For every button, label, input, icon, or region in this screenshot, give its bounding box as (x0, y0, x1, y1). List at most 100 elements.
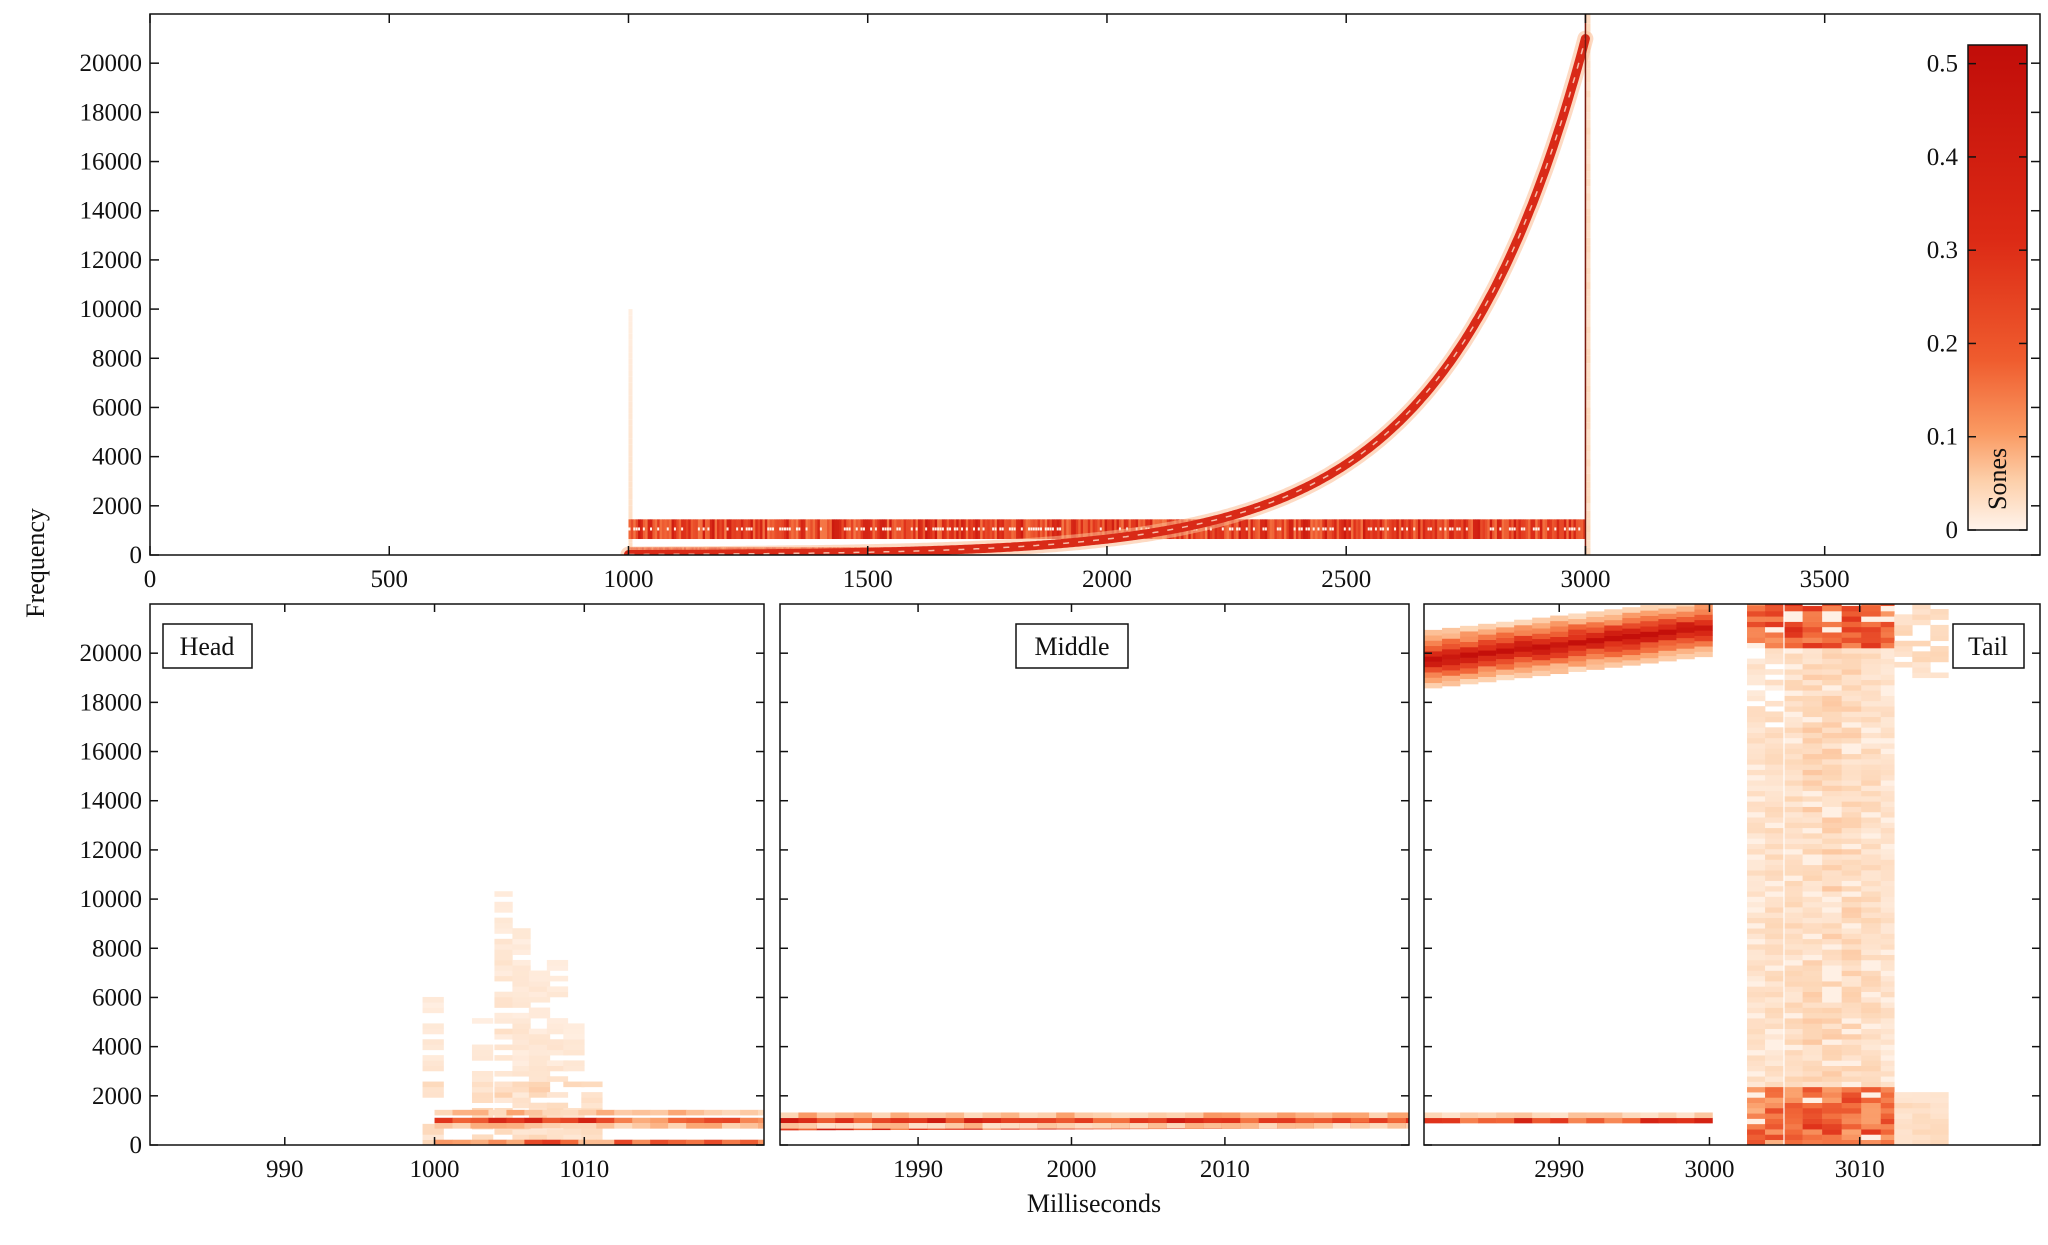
heatmap-cell (1586, 632, 1605, 639)
heatmap-cell (812, 519, 816, 540)
heatmap-cell (1894, 1134, 1913, 1141)
heatmap-cell (578, 1139, 597, 1145)
heatmap-cell (1460, 625, 1479, 632)
heatmap-cell (1822, 679, 1842, 686)
heatmap-cell (1880, 843, 1895, 850)
heatmap-cell (1802, 706, 1823, 712)
heatmap-cell (1221, 1117, 1241, 1124)
heatmap-cell (1841, 880, 1862, 887)
heatmap-cell (1841, 817, 1862, 823)
heatmap-cell (1822, 1097, 1842, 1104)
heatmap-cell (946, 527, 949, 531)
y-tick-label: 14000 (80, 788, 143, 815)
heatmap-cell (1585, 414, 1591, 423)
heatmap-cell (1463, 519, 1467, 540)
heatmap-cell (1350, 519, 1354, 540)
heatmap-cell (1765, 642, 1784, 649)
heatmap-cell (512, 1070, 531, 1077)
heatmap-cell (1532, 622, 1551, 629)
heatmap-cell (1747, 1039, 1766, 1045)
heatmap-cell (1258, 1123, 1278, 1129)
heatmap-cell (1861, 954, 1882, 961)
heatmap-cell (1802, 912, 1823, 918)
heatmap-cell (1802, 626, 1823, 633)
heatmap-cell (1532, 644, 1551, 650)
heatmap-cell (1841, 1065, 1862, 1072)
heatmap-cell (1747, 817, 1766, 823)
heatmap-cell (1880, 901, 1895, 908)
heatmap-cell (1257, 519, 1261, 540)
heatmap-cell (1841, 785, 1862, 792)
heatmap-cell (1221, 527, 1224, 531)
heatmap-cell (1037, 1123, 1057, 1129)
heatmap-cell (1822, 605, 1842, 612)
heatmap-cell (1784, 753, 1803, 760)
heatmap-cell (546, 1129, 569, 1135)
heatmap-cell (528, 1092, 551, 1098)
heatmap-cell (1880, 1055, 1895, 1061)
heatmap-cell (1880, 981, 1895, 987)
heatmap-cell (628, 511, 633, 519)
heatmap-cell (512, 938, 531, 945)
heatmap-cell (1822, 759, 1842, 765)
heatmap-cell (989, 519, 993, 540)
heatmap-cell (695, 519, 699, 540)
heatmap-cell (1765, 727, 1784, 733)
heatmap-cell (941, 527, 944, 531)
heatmap-cell (1912, 672, 1931, 679)
heatmap-cell (1334, 519, 1338, 540)
heatmap-cell (1547, 527, 1550, 531)
heatmap-cell (1802, 1018, 1823, 1024)
heatmap-cell (1765, 1113, 1784, 1119)
heatmap-cell (1802, 891, 1823, 897)
heatmap-cell (1470, 519, 1474, 540)
heatmap-cell (1332, 1112, 1352, 1119)
heatmap-cell (704, 1139, 723, 1145)
heatmap-cell (1765, 848, 1784, 855)
heatmap-cell (740, 1109, 759, 1116)
heatmap-cell (1585, 282, 1591, 290)
heatmap-cell (1382, 527, 1385, 531)
heatmap-cell (1841, 854, 1862, 860)
heatmap-cell (1822, 1139, 1842, 1145)
heatmap-cell (934, 527, 937, 531)
heatmap-cell (1802, 722, 1823, 728)
heatmap-cell (1092, 1112, 1112, 1119)
heatmap-cell (1802, 1123, 1823, 1130)
heatmap-cell (452, 1139, 471, 1145)
heatmap-cell (1676, 632, 1695, 639)
heatmap-cell (1841, 616, 1862, 622)
heatmap-cell (722, 1123, 741, 1129)
heatmap-cell (1880, 1049, 1895, 1056)
heatmap-cell (1747, 896, 1766, 903)
heatmap-cell (1841, 796, 1862, 802)
heatmap-cell (1861, 965, 1882, 971)
heatmap-cell (1166, 1117, 1186, 1124)
heatmap-cell (1841, 806, 1862, 813)
heatmap-cell (1880, 1012, 1895, 1019)
heatmap-cell (1676, 637, 1695, 644)
heatmap-cell (1568, 629, 1587, 635)
heatmap-cell (1822, 1002, 1842, 1008)
heatmap-cell (872, 1117, 891, 1124)
heatmap-cell (1784, 759, 1803, 765)
heatmap-cell (1930, 1113, 1949, 1119)
heatmap-cell (1802, 1055, 1823, 1061)
heatmap-cell (1424, 666, 1443, 673)
heatmap-cell (1568, 613, 1587, 620)
heatmap-cell (1231, 527, 1234, 531)
heatmap-cell (1658, 604, 1677, 609)
heatmap-cell (1622, 612, 1641, 619)
heatmap-cell (1658, 645, 1677, 651)
heatmap-cell (1802, 917, 1823, 924)
heatmap-cell (1267, 519, 1271, 540)
heatmap-cell (686, 1123, 705, 1129)
sweep-texture (628, 38, 1587, 555)
heatmap-cell (1442, 638, 1461, 645)
heatmap-cell (1604, 1112, 1623, 1119)
heatmap-cell (1784, 1033, 1803, 1040)
heatmap-cell (1042, 519, 1046, 540)
heatmap-cell (563, 1060, 585, 1066)
heatmap-cell (1880, 616, 1895, 622)
heatmap-cell (1317, 527, 1320, 531)
